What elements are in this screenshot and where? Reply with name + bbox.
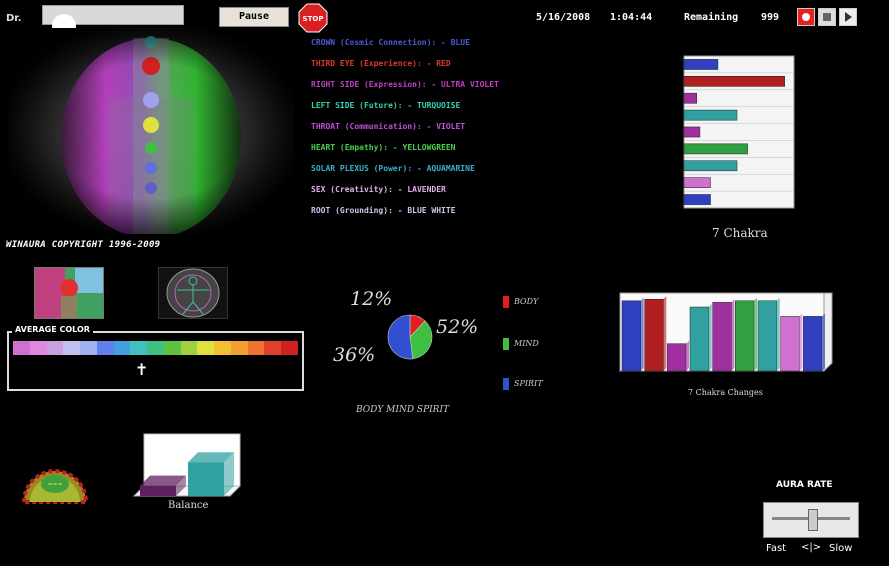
body-mind-spirit-title: BODY MIND SPIRIT: [356, 405, 450, 415]
stop-square-button[interactable]: [818, 8, 836, 26]
record-button[interactable]: [797, 8, 815, 26]
color-swatch: [180, 341, 198, 355]
color-swatch: [247, 341, 265, 355]
balance-title: Balance: [168, 500, 209, 511]
color-swatch: [113, 341, 131, 355]
legend-swatch-body: [503, 296, 509, 308]
legend-label-spirit: SPIRIT: [514, 379, 543, 388]
color-swatch: [163, 341, 181, 355]
copyright-text: WINAURA COPYRIGHT 1996-2009: [6, 240, 161, 250]
chakra-bar: [683, 59, 719, 70]
color-swatch: [214, 341, 231, 355]
balance-bar: [188, 462, 224, 496]
chakra-change-bar: [644, 298, 664, 372]
body-mind-spirit-pie: [387, 314, 433, 360]
chakra-bar: [683, 76, 785, 87]
color-swatch: [281, 341, 299, 355]
slider-arrows-icon: <|>: [801, 542, 822, 553]
slow-label: Slow: [829, 543, 853, 554]
remaining-label: Remaining: [684, 12, 739, 23]
record-icon: [802, 13, 810, 21]
chakra-hbar-chart: [683, 55, 795, 209]
chakra-bar: [683, 194, 711, 205]
legend-swatch-spirit: [503, 378, 509, 390]
pie-label-mind: 36%: [333, 344, 376, 366]
stop-square-icon: [823, 13, 831, 21]
name-field[interactable]: [42, 5, 184, 25]
fast-label: Fast: [766, 543, 787, 554]
stop-label: STOP: [303, 15, 324, 23]
average-color-label: AVERAGE COLOR: [12, 325, 93, 334]
chakra-change-bar: [689, 306, 709, 372]
play-button[interactable]: [839, 8, 857, 26]
chakra-bar: [683, 143, 748, 155]
legend-label-body: BODY: [514, 297, 539, 306]
chakra-changes-chart-frame: [614, 283, 834, 385]
time-display: 1:04:44: [610, 12, 653, 23]
average-color-marker: ✝: [135, 360, 149, 379]
aura-image: [8, 28, 294, 234]
name-label: Dr.: [6, 13, 22, 24]
chakra-changes-chart: [618, 292, 833, 372]
color-swatch: [80, 341, 97, 355]
pie-slice-mind: [409, 320, 433, 360]
chakra-line: THIRD EYE (Experience): - RED: [311, 59, 451, 68]
color-swatch: [46, 341, 64, 355]
vitruvian-thumbnail[interactable]: [158, 267, 228, 319]
chakra-change-bar: [803, 316, 823, 372]
chakra-line: ROOT (Grounding): - BLUE WHITE: [311, 206, 456, 215]
chakra-line: CROWN (Cosmic Connection): - BLUE: [311, 38, 470, 47]
chakra-bar: [683, 160, 738, 172]
chakra-changes-title: 7 Chakra Changes: [688, 388, 763, 397]
stop-button[interactable]: STOP: [298, 3, 328, 33]
balance-chart: [132, 433, 241, 497]
aura-thumbnail[interactable]: [34, 267, 104, 319]
legend-swatch-mind: [503, 338, 509, 350]
svg-text:≈≈≈: ≈≈≈: [47, 481, 62, 488]
chakra-chart-frame: [672, 52, 800, 212]
balance-bar: [140, 485, 176, 496]
chakra-line: RIGHT SIDE (Expression): - ULTRA VIOLET: [311, 80, 499, 89]
color-swatch: [63, 341, 81, 355]
play-icon: [845, 12, 852, 22]
remaining-value: 999: [761, 12, 780, 23]
color-swatch: [130, 341, 148, 355]
chakra-line: SOLAR PLEXUS (Power): - AQUAMARINE: [311, 164, 475, 173]
chakra-meter-icon: ≈≈≈: [21, 469, 89, 504]
pie-slice-spirit: [387, 314, 414, 360]
chakra-change-bar: [712, 302, 732, 372]
chakra-change-bar: [757, 300, 777, 372]
chakra-change-bar: [735, 300, 755, 372]
color-swatch: [264, 341, 282, 355]
pie-label-spirit: 52%: [436, 316, 479, 338]
chakra-list: CROWN (Cosmic Connection): - BLUE THIRD E…: [311, 38, 499, 227]
legend-label-mind: MIND: [514, 339, 539, 348]
color-swatch: [13, 341, 30, 355]
chakra-change-bar: [780, 316, 800, 372]
chakra-line: LEFT SIDE (Future): - TURQUOISE: [311, 101, 461, 110]
chakra-line: THROAT (Communication): - VIOLET: [311, 122, 466, 131]
color-swatch: [29, 341, 47, 355]
chakra-change-bar: [621, 300, 641, 372]
chakra-line: SEX (Creativity): - LAVENDER: [311, 185, 446, 194]
chakra-line: HEART (Empathy): - YELLOWGREEN: [311, 143, 456, 152]
pie-label-body: 12%: [350, 288, 393, 310]
date-display: 5/16/2008: [536, 12, 591, 23]
chakra-change-bar: [667, 343, 687, 372]
pause-button[interactable]: Pause: [219, 7, 289, 27]
balance-chart-frame: [130, 430, 242, 500]
chakra-bar: [683, 177, 711, 188]
aura-rate-slider-thumb[interactable]: [808, 509, 818, 531]
aura-rate-label: AURA RATE: [776, 480, 833, 490]
chakra-chart-title: 7 Chakra: [712, 226, 768, 240]
chakra-bar: [683, 109, 738, 121]
chakra-bar: [683, 126, 701, 138]
chakra-bar: [683, 92, 697, 104]
color-swatch: [96, 341, 114, 355]
color-swatch: [147, 341, 164, 355]
color-swatch: [197, 341, 215, 355]
average-color-panel: [7, 331, 304, 391]
average-color-bar: [13, 341, 299, 355]
color-swatch: [230, 341, 248, 355]
